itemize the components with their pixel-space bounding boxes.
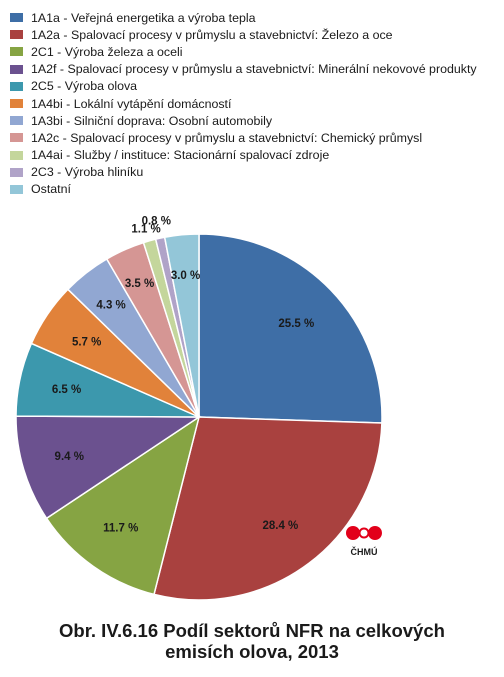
legend-label: 1A1a - Veřejná energetika a výroba tepla [31, 10, 256, 25]
slice-value-label: 25.5 % [278, 318, 314, 330]
legend-label: 1A4bi - Lokální vytápění domácností [31, 96, 232, 111]
logo-text: ČHMÚ [351, 546, 378, 557]
pie-slice [45, 415, 201, 596]
legend-label: 1A3bi - Silniční doprava: Osobní automob… [31, 113, 273, 128]
legend-swatch [10, 116, 23, 126]
slice-value-label: 5.7 % [72, 336, 101, 348]
legend-label: Ostatní [31, 182, 71, 197]
slice-value-label: 0.8 % [142, 215, 171, 227]
legend-swatch [10, 184, 23, 194]
legend-label: 2C3 - Výroba hliníku [31, 165, 144, 180]
slice-value-label: 28.4 % [262, 520, 298, 532]
legend-item: 1A1a - Veřejná energetika a výroba tepla [10, 9, 500, 26]
legend-item: 1A3bi - Silniční doprava: Osobní automob… [10, 112, 500, 129]
legend-item: Ostatní [10, 181, 500, 198]
slice-value-label: 4.3 % [96, 300, 125, 312]
legend-swatch [10, 13, 23, 23]
legend-item: 1A2a - Spalovací procesy v průmyslu a st… [10, 26, 500, 43]
logo-circle-left [346, 526, 360, 540]
legend-label: 1A2a - Spalovací procesy v průmyslu a st… [31, 27, 393, 42]
logo-circle-middle [358, 527, 370, 539]
legend-item: 1A2f - Spalovací procesy v průmyslu a st… [10, 61, 500, 78]
legend-swatch [10, 47, 23, 57]
slice-value-label: 3.5 % [125, 278, 154, 290]
figure-caption: Obr. IV.6.16 Podíl sektorů NFR na celkov… [0, 620, 504, 662]
pie-slice [198, 233, 383, 424]
legend-item: 2C1 - Výroba železa a oceli [10, 43, 500, 60]
chart-legend: 1A1a - Veřejná energetika a výroba tepla… [10, 9, 500, 198]
legend-swatch [10, 81, 23, 91]
legend-swatch [10, 64, 23, 74]
pie-slice [153, 416, 383, 601]
legend-swatch [10, 133, 23, 143]
legend-item: 2C5 - Výroba olova [10, 78, 500, 95]
logo-circle-right [368, 526, 382, 540]
legend-swatch [10, 167, 23, 177]
legend-label: 1A2c - Spalovací procesy v průmyslu a st… [31, 130, 423, 145]
pie-slice [15, 415, 202, 520]
chmu-logo: ČHMÚ [346, 526, 382, 557]
legend-item: 1A2c - Spalovací procesy v průmyslu a st… [10, 129, 500, 146]
slice-value-label: 9.4 % [55, 451, 84, 463]
legend-swatch [10, 30, 23, 40]
legend-label: 2C5 - Výroba olova [31, 79, 138, 94]
legend-item: 2C3 - Výroba hliníku [10, 164, 500, 181]
legend-swatch [10, 150, 23, 160]
pie-chart: 25.5 %28.4 %11.7 %9.4 %6.5 %5.7 %4.3 %3.… [15, 215, 383, 601]
legend-label: 1A2f - Spalovací procesy v průmyslu a st… [31, 62, 477, 77]
slice-value-label: 6.5 % [52, 384, 81, 396]
legend-item: 1A4bi - Lokální vytápění domácností [10, 95, 500, 112]
legend-label: 2C1 - Výroba železa a oceli [31, 44, 183, 59]
caption-line-2: emisích olova, 2013 [165, 641, 339, 662]
legend-label: 1A4ai - Služby / instituce: Stacionární … [31, 148, 330, 163]
legend-item: 1A4ai - Služby / instituce: Stacionární … [10, 147, 500, 164]
legend-swatch [10, 99, 23, 109]
slice-value-label: 11.7 % [103, 523, 138, 535]
caption-line-1: Obr. IV.6.16 Podíl sektorů NFR na celkov… [59, 620, 445, 641]
slice-value-label: 1.1 % [131, 223, 160, 235]
pie-slice [163, 233, 200, 418]
slice-value-label: 3.0 % [171, 270, 200, 282]
